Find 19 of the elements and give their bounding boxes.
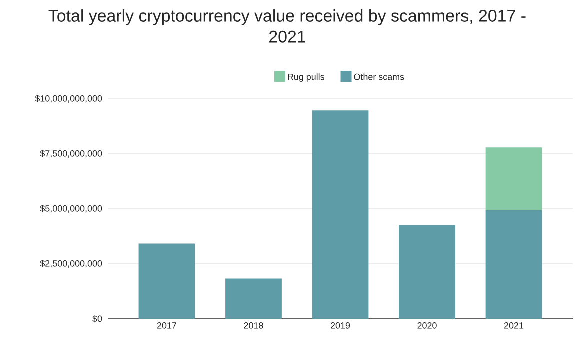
bar	[399, 225, 456, 319]
x-tick-label: 2020	[418, 322, 437, 329]
y-tick-label: $0	[92, 315, 102, 323]
x-tick-label: 2017	[157, 322, 177, 329]
legend-label: Other scams	[354, 74, 404, 80]
y-tick-label: $7,500,000,000	[40, 150, 102, 158]
bar	[138, 244, 196, 319]
bar	[486, 210, 542, 319]
bar	[226, 278, 282, 319]
x-tick-label: 2018	[244, 322, 264, 329]
x-tick-label: 2021	[504, 322, 524, 329]
bar	[486, 148, 542, 210]
y-tick-label: $5,000,000,000	[40, 205, 102, 213]
y-tick-label: $10,000,000,000	[35, 95, 102, 103]
x-tick-label: 2019	[330, 322, 350, 329]
y-tick-label: $2,500,000,000	[40, 260, 102, 268]
bar	[312, 110, 369, 319]
chart-title: Total yearly cryptocurrency value received by scammers, 2017 - 2021	[48, 10, 526, 43]
legend-label: Rug pulls	[288, 74, 324, 82]
